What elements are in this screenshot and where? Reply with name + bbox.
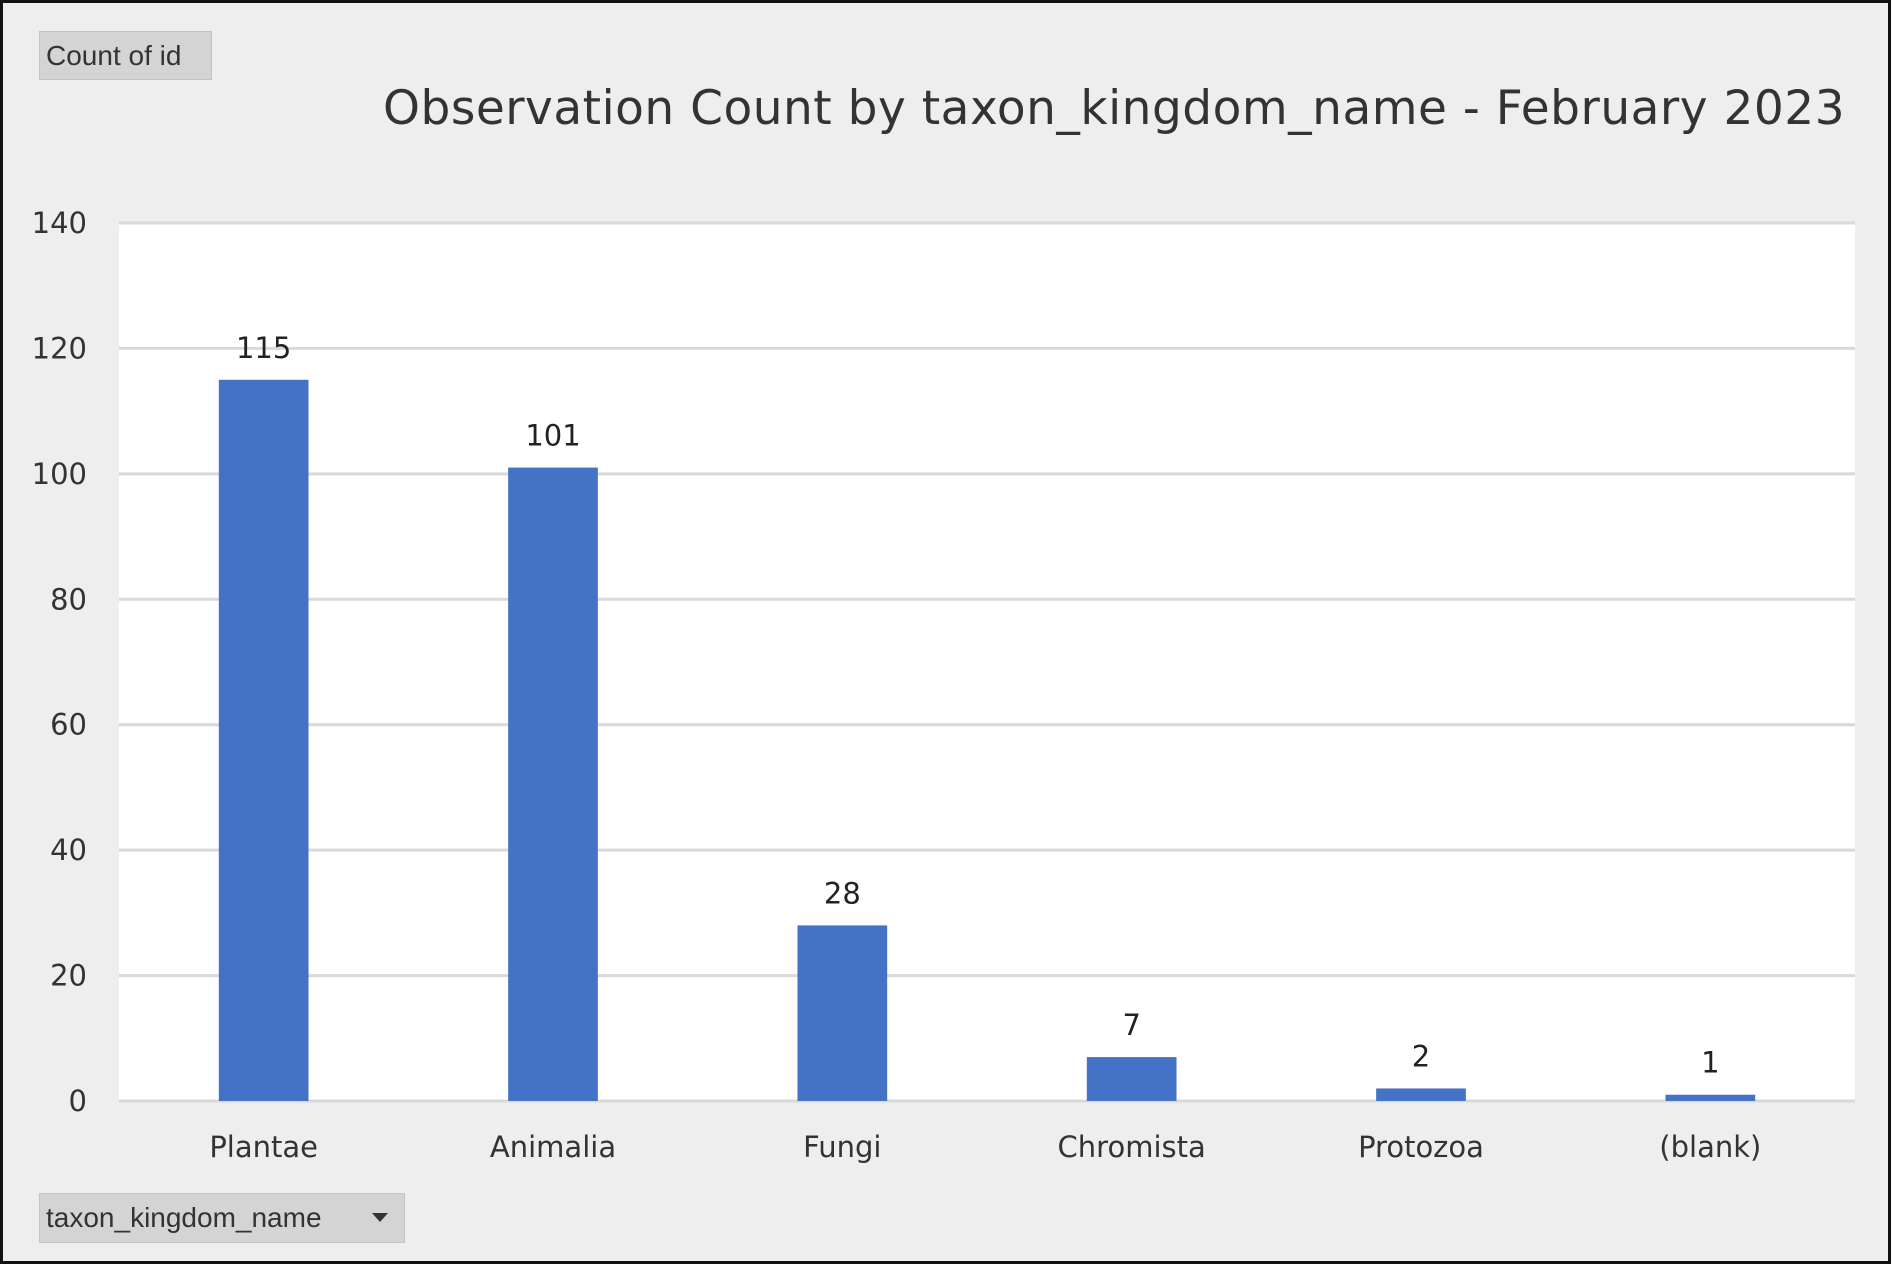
data-labels: 115 101 28 7 2 1 [236, 331, 1720, 1080]
bar-blank[interactable] [1665, 1094, 1756, 1101]
x-category-label: Fungi [803, 1130, 881, 1164]
data-label: 2 [1412, 1039, 1430, 1073]
x-category-label: Chromista [1058, 1130, 1206, 1164]
chart-plot: 0 20 40 60 80 100 120 140 115 101 28 7 2 1 Plantae An… [32, 206, 1855, 1164]
dropdown-arrow-icon[interactable] [372, 1213, 388, 1222]
axis-field-label: taxon_kingdom_name [46, 1202, 322, 1233]
x-category-label: Plantae [209, 1130, 318, 1164]
bar-fungi[interactable] [797, 925, 888, 1101]
x-category-label: Animalia [490, 1130, 616, 1164]
data-label: 1 [1701, 1046, 1719, 1080]
y-tick-label: 40 [50, 833, 87, 867]
x-category-label: Protozoa [1358, 1130, 1484, 1164]
value-field-label: Count of id [46, 40, 182, 71]
bar-protozoa[interactable] [1376, 1088, 1466, 1101]
bars [218, 379, 1756, 1102]
plot-area [119, 223, 1855, 1101]
gridlines [119, 221, 1855, 1103]
bar-plantae[interactable] [218, 379, 309, 1101]
y-tick-label: 80 [50, 582, 87, 616]
data-label: 28 [824, 876, 861, 910]
data-label: 7 [1122, 1008, 1140, 1042]
chart-title: Observation Count by taxon_kingdom_name … [383, 81, 1846, 136]
x-axis: Plantae Animalia Fungi Chromista Protozoa (bl… [209, 1130, 1761, 1164]
bar-chromista[interactable] [1086, 1057, 1177, 1101]
y-tick-label: 20 [50, 959, 87, 993]
y-tick-label: 120 [32, 331, 87, 365]
value-field-button[interactable]: Count of id [39, 31, 212, 80]
data-label: 101 [525, 419, 580, 453]
y-tick-label: 140 [32, 206, 87, 240]
y-tick-label: 0 [69, 1084, 87, 1118]
y-tick-label: 60 [50, 708, 87, 742]
y-axis: 0 20 40 60 80 100 120 140 [32, 206, 87, 1118]
y-tick-label: 100 [32, 457, 87, 491]
bar-animalia[interactable] [508, 467, 598, 1102]
axis-field-button[interactable]: taxon_kingdom_name [39, 1193, 405, 1243]
x-category-label: (blank) [1659, 1130, 1761, 1164]
data-label: 115 [236, 331, 291, 365]
